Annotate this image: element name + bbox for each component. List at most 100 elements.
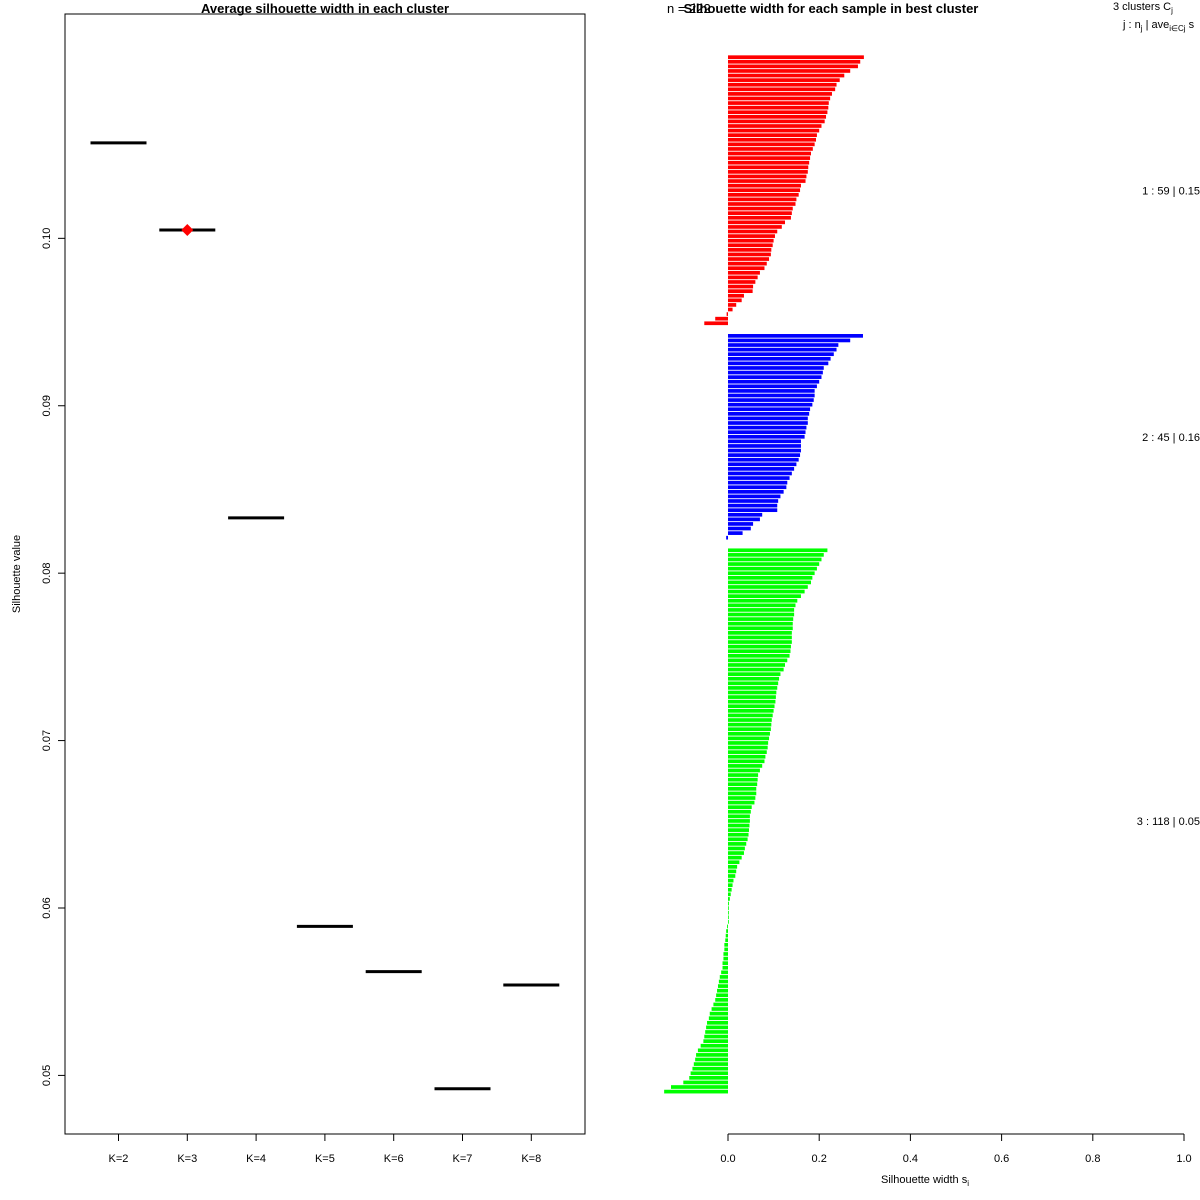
silhouette-bar — [728, 819, 750, 823]
silhouette-bar — [728, 709, 774, 713]
silhouette-bar — [728, 548, 828, 553]
silhouette-bar — [728, 69, 851, 73]
silhouette-bar — [728, 448, 801, 453]
silhouette-bar — [728, 55, 864, 60]
right-x-axis-label-sub: i — [967, 1179, 969, 1188]
silhouette-bar — [728, 215, 791, 220]
silhouette-bar — [728, 512, 763, 517]
silhouette-bar — [728, 640, 792, 644]
left-y-tick-label: 0.06 — [41, 897, 53, 918]
silhouette-bar — [728, 722, 772, 727]
silhouette-bar — [728, 814, 750, 819]
silhouette-bar — [697, 1048, 728, 1053]
silhouette-bar — [728, 531, 743, 535]
silhouette-bar — [723, 952, 728, 956]
legend-line2-main: j : n — [1122, 19, 1141, 31]
silhouette-bar — [728, 906, 729, 910]
legend-clusters-text: 3 clusters C — [1113, 1, 1171, 13]
silhouette-bar — [722, 965, 728, 970]
silhouette-bar — [728, 366, 824, 370]
silhouette-bar — [728, 809, 751, 814]
silhouette-bar — [728, 78, 840, 82]
svg-text:j : nj | avei∈Cj s: j : nj | avei∈Cj s — [1122, 19, 1195, 33]
silhouette-bar — [728, 393, 815, 398]
silhouette-bar — [689, 1076, 728, 1080]
silhouette-bar — [728, 453, 801, 457]
silhouette-bar — [728, 786, 757, 791]
silhouette-bar — [728, 174, 807, 179]
silhouette-bar — [728, 649, 791, 654]
cluster-summary-label: 3 : 118 | 0.05 — [1137, 816, 1200, 828]
silhouette-bar — [728, 566, 817, 571]
legend-clusters-sub: j — [1170, 6, 1173, 15]
silhouette-bar — [671, 1085, 728, 1089]
silhouette-bar — [728, 238, 774, 243]
silhouette-bar — [728, 598, 798, 603]
silhouette-bar — [709, 1011, 728, 1016]
silhouette-bar — [728, 352, 834, 357]
silhouette-bar — [728, 608, 795, 612]
silhouette-bar — [728, 508, 778, 513]
silhouette-bar — [728, 119, 825, 124]
silhouette-bar — [728, 234, 775, 238]
svg-text:Silhouette width si: Silhouette width si — [881, 1174, 969, 1188]
silhouette-bar — [690, 1071, 728, 1076]
silhouette-bar — [716, 993, 728, 998]
silhouette-bar — [728, 522, 754, 526]
silhouette-bar — [728, 243, 773, 248]
silhouette-bar — [728, 676, 780, 681]
silhouette-bar — [728, 485, 787, 490]
silhouette-bar — [728, 897, 730, 901]
silhouette-bar — [728, 864, 738, 869]
silhouette-bar — [728, 526, 751, 531]
silhouette-bar — [728, 156, 811, 160]
silhouette-bar — [728, 334, 863, 338]
silhouette-bar — [728, 878, 734, 883]
silhouette-bar — [728, 499, 779, 503]
silhouette-bar — [728, 805, 752, 810]
silhouette-bar — [728, 82, 837, 87]
silhouette-bar — [664, 1089, 728, 1094]
silhouette-bar — [728, 603, 796, 608]
silhouette-bar — [728, 796, 756, 800]
silhouette-bar — [728, 248, 772, 252]
silhouette-bar — [728, 571, 815, 576]
silhouette-bar — [726, 929, 728, 933]
silhouette-bar — [704, 1034, 728, 1039]
silhouette-bar — [728, 575, 813, 580]
silhouette-bar — [728, 266, 765, 271]
silhouette-bar — [728, 289, 753, 293]
silhouette-bar — [728, 621, 793, 626]
left-marks — [90, 141, 560, 1091]
silhouette-bar — [728, 229, 778, 234]
silhouette-bar — [724, 947, 728, 952]
silhouette-bar — [728, 64, 858, 69]
silhouette-bar — [728, 832, 749, 837]
legend-line2-end: s — [1186, 19, 1195, 31]
silhouette-bar — [728, 851, 744, 855]
silhouette-bar — [728, 471, 792, 476]
silhouette-bar — [728, 750, 767, 754]
silhouette-bar — [728, 800, 755, 805]
silhouette-bar — [728, 220, 785, 225]
silhouette-bar — [692, 1066, 728, 1071]
silhouette-bar — [704, 321, 728, 326]
silhouette-bar — [728, 356, 831, 361]
silhouette-bar — [728, 686, 778, 690]
best-k-marker — [181, 223, 194, 236]
silhouette-bar — [728, 133, 817, 138]
silhouette-bar — [728, 489, 784, 494]
silhouette-bar — [728, 206, 793, 211]
left-x-tick-label: K=7 — [453, 1153, 473, 1165]
silhouette-bar — [711, 1007, 728, 1011]
right-x-axis-label: Silhouette width s — [881, 1174, 968, 1186]
silhouette-bar — [728, 672, 781, 676]
silhouette-bar — [728, 782, 758, 787]
silhouette-bar — [728, 303, 737, 307]
silhouette-bar — [728, 128, 820, 133]
silhouette-bar — [728, 105, 829, 110]
silhouette-bar — [703, 1039, 728, 1043]
silhouette-bar — [695, 1057, 728, 1062]
silhouette-bar — [728, 658, 788, 663]
silhouette-bar — [728, 874, 736, 878]
